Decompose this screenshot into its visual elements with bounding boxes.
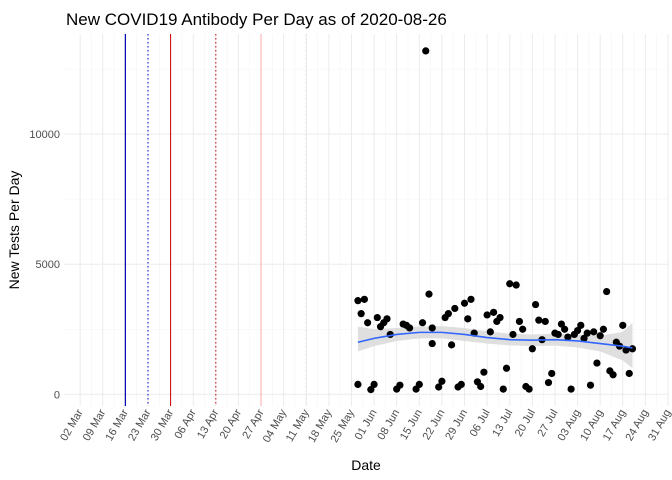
data-point	[477, 382, 485, 391]
x-tick-label: 20 Jul	[513, 408, 538, 439]
data-point	[406, 324, 414, 332]
data-point	[512, 281, 520, 289]
data-point	[367, 386, 375, 394]
data-point	[415, 380, 423, 389]
data-point	[451, 304, 459, 313]
data-point	[357, 310, 365, 318]
data-point	[535, 316, 543, 324]
trend-line-layer	[357, 331, 633, 349]
data-point	[457, 380, 465, 389]
data-point	[554, 330, 562, 339]
data-point	[460, 299, 469, 307]
data-point	[590, 328, 598, 336]
data-point	[625, 369, 633, 378]
x-tick-label: 31 Aug	[646, 408, 672, 444]
x-tick-label: 30 Mar	[149, 407, 177, 443]
data-point	[422, 47, 430, 55]
data-point	[544, 378, 553, 387]
data-point	[502, 364, 511, 372]
y-tick-label-layer: 0 5000 10000	[29, 129, 60, 401]
data-point	[496, 313, 504, 322]
data-point	[383, 315, 391, 323]
data-point	[464, 315, 472, 323]
data-point	[586, 381, 595, 389]
data-point	[354, 297, 362, 305]
x-tick-label: 13 Jul	[490, 408, 515, 439]
data-point	[480, 368, 488, 376]
data-point	[418, 319, 427, 327]
reference-line-layer	[124, 34, 307, 406]
data-point	[483, 311, 491, 319]
data-point	[599, 325, 608, 333]
data-point	[509, 330, 517, 339]
data-point	[370, 380, 378, 389]
trend-line	[357, 331, 633, 349]
data-point	[519, 325, 527, 333]
data-point	[438, 377, 446, 385]
data-point	[360, 295, 368, 303]
x-tick-label: 29 Jun	[443, 408, 470, 443]
confidence-band-layer	[357, 322, 633, 369]
data-point	[364, 319, 372, 327]
data-point	[596, 332, 604, 340]
data-point	[609, 371, 617, 379]
data-point	[564, 333, 572, 341]
grid-major-layer	[64, 34, 669, 406]
data-point	[444, 310, 452, 318]
data-point	[531, 300, 540, 309]
data-point	[425, 290, 433, 298]
data-point	[557, 320, 566, 328]
y-tick-label: 10000	[29, 129, 60, 141]
x-tick-label: 06 Jul	[468, 408, 493, 439]
data-point	[561, 325, 569, 333]
data-point	[528, 345, 536, 353]
y-axis-title: New Tests Per Day	[6, 171, 22, 290]
data-point	[619, 321, 627, 329]
data-point	[515, 317, 524, 326]
data-point	[428, 324, 436, 332]
data-point	[354, 380, 362, 389]
data-point	[428, 339, 436, 348]
confidence-band	[357, 322, 633, 369]
data-point	[567, 385, 575, 393]
x-axis-title: Date	[351, 457, 381, 473]
data-point	[603, 287, 611, 296]
data-point	[525, 385, 533, 393]
data-point	[622, 346, 630, 354]
data-point	[548, 369, 556, 378]
data-point	[435, 383, 443, 391]
data-point	[541, 317, 549, 326]
data-point	[486, 328, 494, 336]
y-tick-label: 5000	[36, 259, 60, 271]
data-point	[628, 345, 637, 353]
data-point	[447, 341, 456, 349]
chart-title: New COVID19 Antibody Per Day as of 2020-…	[66, 10, 447, 29]
data-point	[583, 329, 591, 337]
data-point	[573, 326, 582, 335]
data-point	[467, 295, 475, 303]
data-point	[593, 359, 601, 367]
y-tick-label: 0	[54, 389, 60, 401]
data-point	[577, 321, 585, 329]
data-point	[506, 280, 514, 288]
data-point	[580, 334, 588, 342]
data-point	[489, 308, 498, 316]
data-point	[499, 385, 507, 393]
data-point	[373, 313, 381, 322]
data-point	[396, 381, 404, 389]
